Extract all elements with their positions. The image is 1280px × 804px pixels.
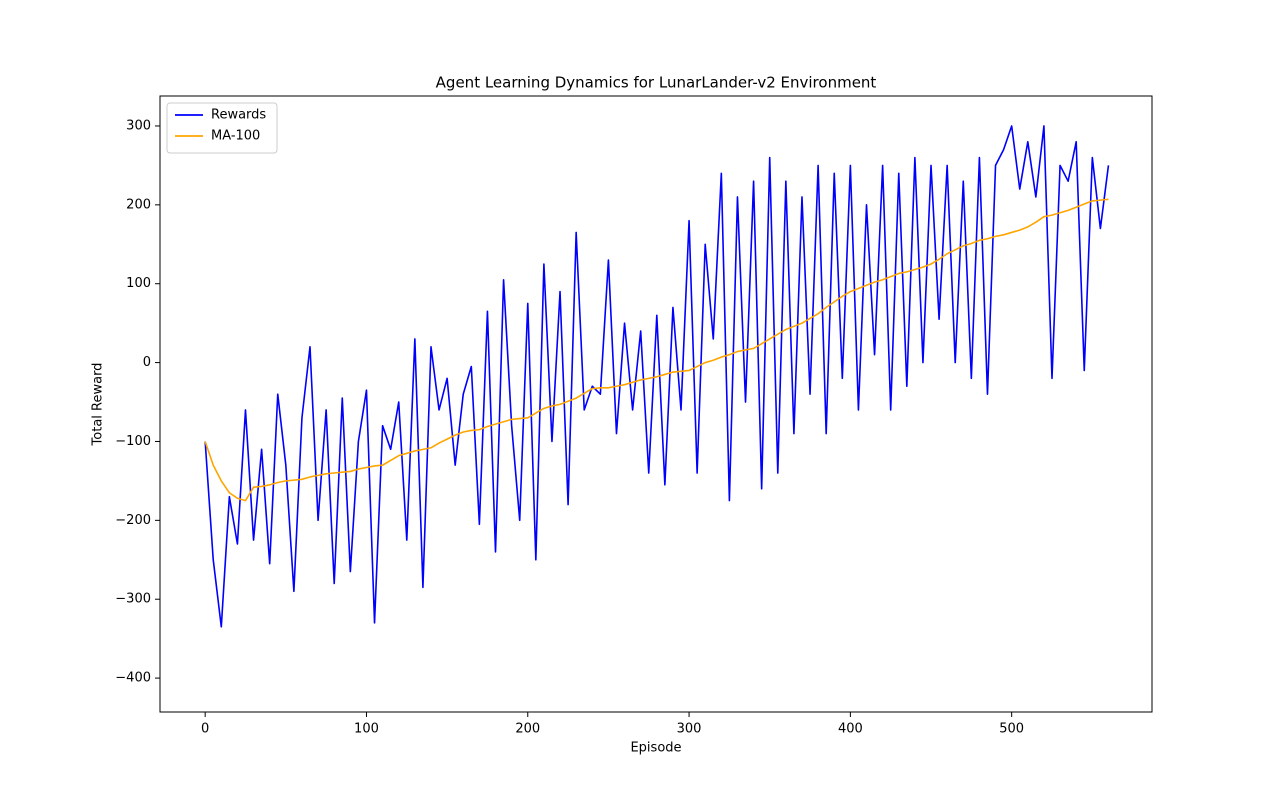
- y-tick-label: −100: [115, 434, 151, 449]
- x-tick-label: 0: [201, 722, 209, 737]
- legend-label: Rewards: [211, 108, 266, 123]
- line-series: [204, 125, 1110, 628]
- chart-title: Agent Learning Dynamics for LunarLander-…: [436, 74, 877, 92]
- x-tick-label: 200: [515, 722, 540, 737]
- y-tick-label: −200: [115, 513, 151, 528]
- y-tick-label: 300: [126, 118, 151, 133]
- x-tick-label: 100: [354, 722, 379, 737]
- y-tick-label: 100: [126, 276, 151, 291]
- plot-frame: [159, 95, 1153, 713]
- y-tick-label: 200: [126, 197, 151, 212]
- y-tick-label: −400: [115, 671, 151, 686]
- x-tick-label: 400: [838, 722, 863, 737]
- x-axis-label: Episode: [630, 741, 681, 756]
- y-tick-label: 0: [143, 355, 151, 370]
- y-tick-label: −300: [115, 592, 151, 607]
- y-axis-label: Total Reward: [91, 363, 106, 447]
- line-series: [204, 198, 1109, 502]
- legend-label: MA-100: [211, 129, 260, 144]
- x-tick-label: 300: [677, 722, 702, 737]
- x-tick-label: 500: [999, 722, 1024, 737]
